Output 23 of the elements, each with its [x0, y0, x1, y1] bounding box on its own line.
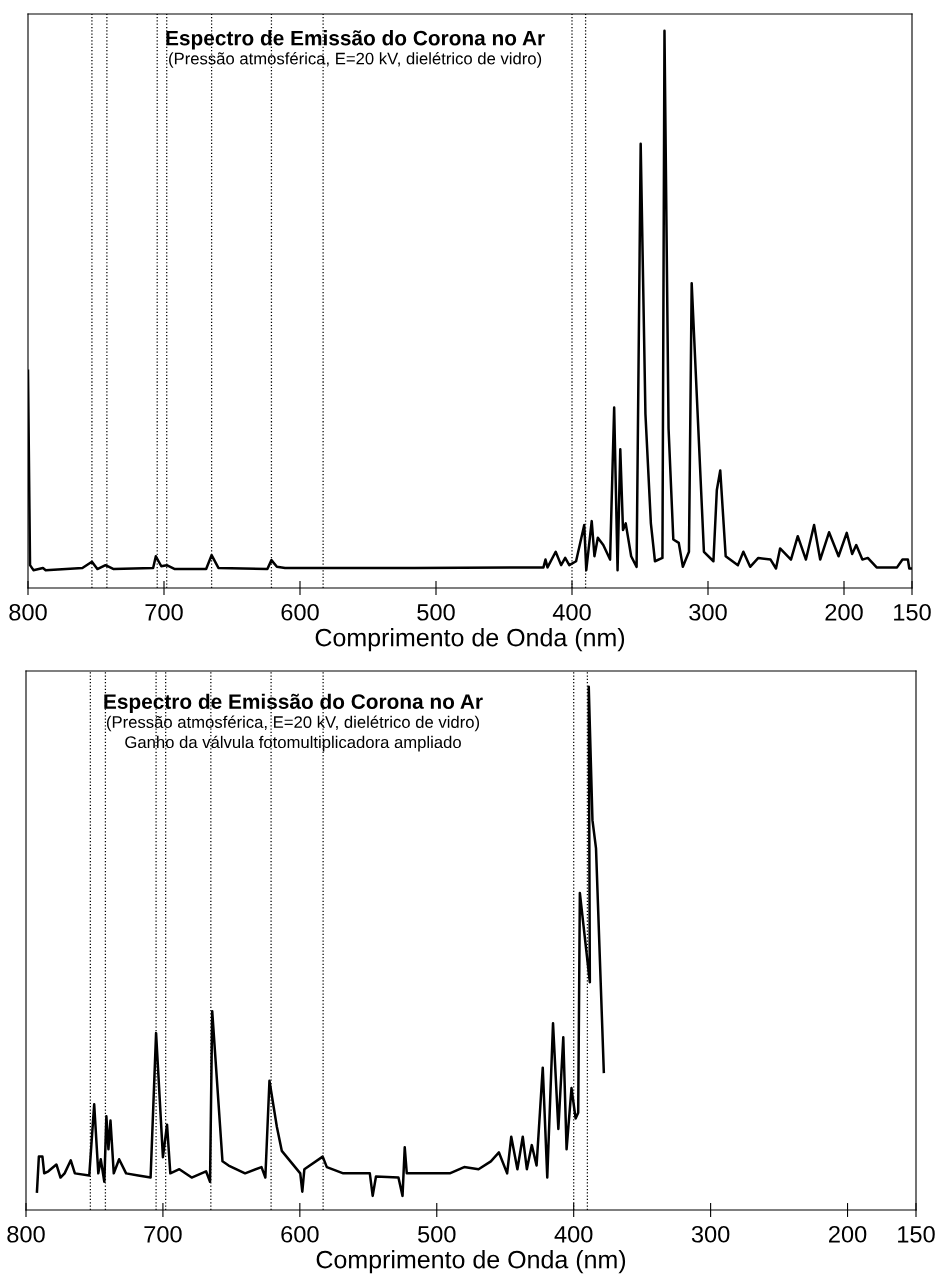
x-tick-label: 400	[554, 1225, 593, 1243]
text: (Pressão atmosférica, E=20 kV, dielétrico de vidro)	[169, 52, 542, 68]
x-tick-label: 200	[825, 603, 863, 621]
x-tick-label: 800	[7, 1225, 45, 1243]
chart-title: Espectro de Emissão do Corona no Ar	[166, 30, 545, 50]
x-tick-label: 500	[418, 1225, 456, 1243]
x-tick-label: 700	[145, 603, 183, 621]
chart-title: Espectro de Emissão do Corona no Ar	[104, 693, 483, 714]
annotation: Ganho da válvula fotomultiplicadora ampliado	[125, 735, 461, 752]
x-tick-label: 400	[552, 603, 591, 621]
x-tick-label: 150	[898, 1225, 935, 1243]
x-tick-label: 200	[829, 1225, 867, 1243]
x-tick-label: 150	[894, 603, 931, 621]
x-axis-title: Comprimento de Onda (nm)	[316, 1250, 626, 1274]
x-tick-label: 600	[281, 1225, 319, 1243]
x-tick-label: 500	[417, 603, 455, 621]
x-tick-label: 300	[689, 603, 727, 621]
x-axis-title: Comprimento de Onda (nm)	[315, 628, 625, 652]
x-tick-label: 700	[144, 1225, 182, 1243]
x-tick-label: 300	[691, 1225, 730, 1243]
text: (Pressão atmosférica, E=20 kV, dielétrico de vidro)	[106, 715, 480, 732]
x-tick-label: 600	[281, 603, 319, 621]
x-tick-label: 800	[9, 603, 47, 621]
